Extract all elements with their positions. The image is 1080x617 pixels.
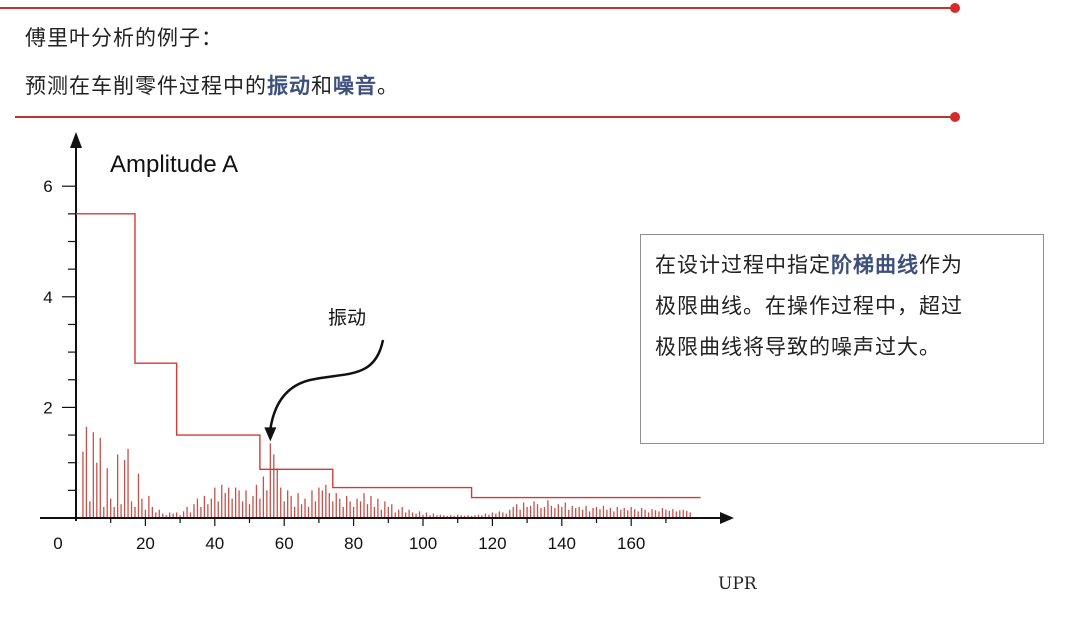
subtitle-highlight-noise: 噪音 [333, 74, 377, 98]
x-tick-label: 80 [344, 534, 363, 553]
x-tick-label: 120 [478, 534, 506, 553]
subtitle-highlight-vibration: 振动 [267, 74, 311, 98]
top-rule [0, 7, 954, 9]
note-line-1: 在设计过程中指定阶梯曲线作为 [655, 245, 1029, 286]
annotation-arrow-curve [269, 339, 385, 430]
page-title: 傅里叶分析的例子： [25, 26, 223, 50]
vibration-annotation-label: 振动 [328, 307, 366, 329]
y-axis-title: Amplitude A [110, 151, 238, 178]
bottom-rule-dot [950, 112, 960, 122]
x-tick-label: 20 [136, 534, 155, 553]
y-tick-label: 2 [43, 398, 52, 417]
y-tick-label: 6 [43, 177, 52, 196]
subtitle-prefix: 预测在车削零件过程中的 [25, 74, 267, 98]
top-rule-dot [950, 3, 960, 13]
amplitude-chart: 0 20 40 60 80 100 120 140 160 2 4 6 Amplitude A 振动 [40, 132, 734, 553]
note-highlight-step-curve: 阶梯曲线 [831, 253, 919, 277]
note-line-1-prefix: 在设计过程中指定 [655, 253, 831, 277]
page-subtitle: 预测在车削零件过程中的振动和噪音。 [25, 70, 399, 100]
note-box: 在设计过程中指定阶梯曲线作为 极限曲线。在操作过程中，超过 极限曲线将导致的噪声… [640, 234, 1044, 444]
note-line-1-suffix: 作为 [919, 253, 963, 277]
note-line-3: 极限曲线将导致的噪声过大。 [655, 335, 941, 359]
x-axis-arrow [720, 512, 734, 524]
limit-step-curve [76, 213, 701, 499]
x-tick-label: 100 [409, 534, 437, 553]
y-axis-arrow [70, 132, 82, 148]
x-tick-label: 160 [617, 534, 645, 553]
note-line-2: 极限曲线。在操作过程中，超过 [655, 294, 963, 318]
subtitle-mid: 和 [311, 74, 333, 98]
x-tick-label: 0 [53, 534, 62, 553]
x-tick-label: 40 [205, 534, 224, 553]
annotation-arrow-head [264, 427, 277, 442]
x-axis-label: UPR [718, 574, 757, 594]
x-tick-label: 140 [548, 534, 576, 553]
bottom-rule [15, 116, 955, 118]
y-tick-label: 4 [43, 288, 52, 307]
x-tick-label: 60 [275, 534, 294, 553]
subtitle-end: 。 [377, 74, 399, 98]
